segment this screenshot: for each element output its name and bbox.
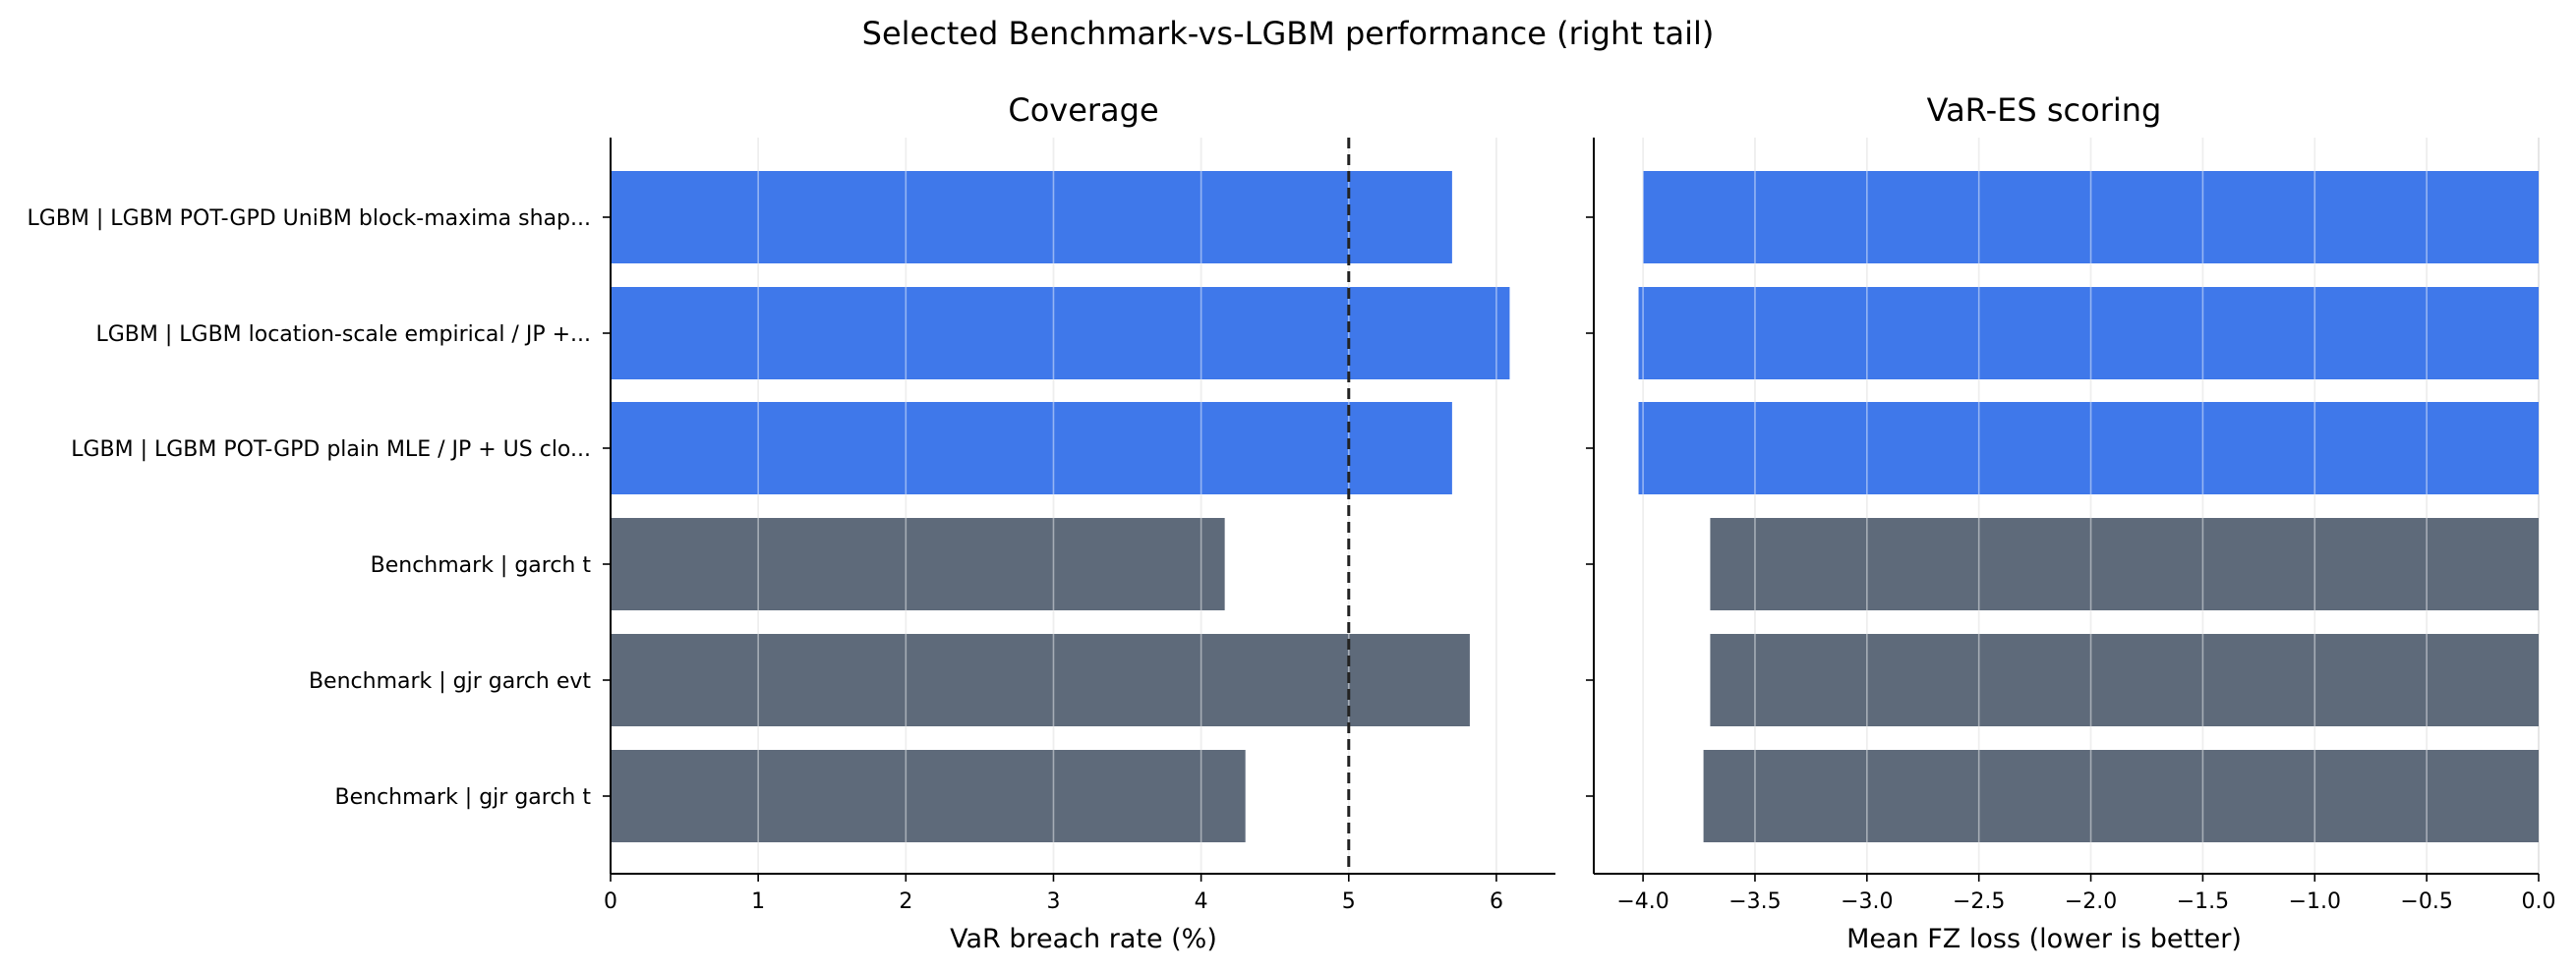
coverage-bar [611, 287, 1510, 379]
var-es-x-tick-label: −1.0 [2289, 889, 2341, 914]
figure-suptitle: Selected Benchmark-vs-LGBM performance (… [862, 15, 1715, 52]
var-es-bar [1638, 402, 2539, 494]
coverage-x-tick-label: 4 [1195, 889, 1208, 914]
var-es-scoring-x-axis-label: Mean FZ loss (lower is better) [1846, 924, 2242, 954]
var-es-x-tick-label: −2.5 [1953, 889, 2005, 914]
coverage-bars [611, 138, 1510, 874]
var-es-bar [1710, 518, 2539, 610]
var-es-bar [1643, 171, 2539, 263]
var-es-x-tick-label: −2.0 [2065, 889, 2117, 914]
var-es-x-tick-label: 0.0 [2522, 889, 2556, 914]
coverage-bar [611, 171, 1452, 263]
category-label: Benchmark | gjr garch t [335, 785, 592, 810]
var-es-x-tick-label: −4.0 [1616, 889, 1669, 914]
var-es-scoring-bars [1638, 138, 2539, 874]
coverage-axes [610, 138, 1555, 875]
var-es-bar [1638, 287, 2539, 379]
var-es-scoring-x-ticks: −4.0 −3.5 −3.0 −2.5 −2.0 −1.5 −1.0 −0.5 0.0 [1616, 874, 2556, 914]
coverage-x-tick-label: 5 [1342, 889, 1356, 914]
coverage-bar [611, 518, 1225, 610]
var-es-bar [1703, 750, 2539, 842]
coverage-panel: Coverage 0 1 2 3 4 5 6 LGBM | LGBM POT-GPD Uni… [28, 91, 1555, 954]
coverage-x-tick-label: 1 [751, 889, 765, 914]
coverage-category-labels: LGBM | LGBM POT-GPD UniBM block-maxima s… [28, 206, 611, 810]
var-es-scoring-title: VaR-ES scoring [1927, 91, 2162, 129]
category-label: Benchmark | garch t [371, 553, 592, 578]
coverage-bar [611, 634, 1470, 726]
category-label: LGBM | LGBM location-scale empirical / J… [95, 322, 591, 347]
var-es-scoring-panel: VaR-ES scoring −4.0 −3.5 −3.0 −2.5 −2.0 −1.5−… [1586, 91, 2556, 954]
category-label: LGBM | LGBM POT-GPD UniBM block-maxima s… [28, 206, 591, 231]
coverage-x-tick-label: 0 [604, 889, 617, 914]
coverage-title: Coverage [1008, 91, 1158, 129]
var-es-bar [1710, 634, 2539, 726]
coverage-x-ticks: 0 1 2 3 4 5 6 [604, 874, 1503, 914]
var-es-x-tick-label: −3.0 [1841, 889, 1893, 914]
coverage-x-tick-label: 3 [1046, 889, 1060, 914]
var-es-x-tick-label: −0.5 [2400, 889, 2452, 914]
coverage-x-tick-label: 6 [1490, 889, 1503, 914]
var-es-scoring-axes [1593, 138, 2539, 875]
category-label: LGBM | LGBM POT-GPD plain MLE / JP + US … [71, 437, 591, 462]
coverage-x-tick-label: 2 [899, 889, 912, 914]
coverage-bar [611, 402, 1452, 494]
var-es-x-tick-label: −1.5 [2177, 889, 2229, 914]
coverage-x-axis-label: VaR breach rate (%) [950, 924, 1217, 954]
var-es-x-tick-label: −3.5 [1728, 889, 1781, 914]
category-label: Benchmark | gjr garch evt [309, 669, 591, 694]
var-es-scoring-category-ticks [1586, 216, 1594, 797]
coverage-bar [611, 750, 1246, 842]
